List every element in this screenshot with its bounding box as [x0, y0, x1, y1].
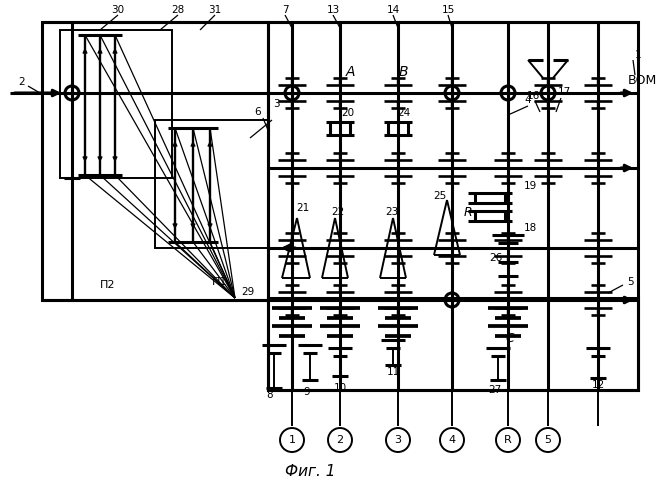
- Text: 12: 12: [591, 380, 605, 390]
- Text: 3: 3: [394, 435, 401, 445]
- Text: 17: 17: [558, 87, 571, 97]
- Text: R: R: [504, 435, 512, 445]
- Text: 27: 27: [488, 385, 502, 395]
- Text: 5: 5: [626, 277, 633, 287]
- Text: 9: 9: [304, 387, 310, 397]
- Text: 5: 5: [544, 435, 552, 445]
- Text: 18: 18: [523, 223, 537, 233]
- Text: 1: 1: [289, 435, 295, 445]
- Text: 31: 31: [209, 5, 222, 15]
- Text: 6: 6: [255, 107, 261, 117]
- Text: П1: П1: [213, 277, 228, 287]
- Text: 4: 4: [449, 435, 455, 445]
- Text: 14: 14: [386, 5, 400, 15]
- Text: 23: 23: [385, 207, 399, 217]
- Text: 8: 8: [267, 390, 274, 400]
- Text: 28: 28: [171, 5, 184, 15]
- Bar: [155, 120, 268, 248]
- Text: 13: 13: [327, 5, 340, 15]
- Text: 29: 29: [241, 287, 255, 297]
- Text: 21: 21: [297, 203, 310, 213]
- Text: 2: 2: [18, 77, 26, 87]
- Text: ВОМ: ВОМ: [628, 74, 656, 88]
- Text: 1: 1: [635, 50, 642, 60]
- Text: 4: 4: [525, 95, 531, 105]
- Text: 11: 11: [386, 367, 400, 377]
- Text: 10: 10: [333, 383, 346, 393]
- Text: 20: 20: [341, 108, 354, 118]
- Text: B: B: [398, 65, 408, 79]
- Bar: [268, 22, 638, 390]
- Text: 30: 30: [112, 5, 125, 15]
- Text: 19: 19: [523, 181, 537, 191]
- Bar: [60, 30, 172, 178]
- Text: 3: 3: [273, 99, 279, 109]
- Text: A: A: [345, 65, 355, 79]
- Text: 24: 24: [398, 108, 411, 118]
- Text: 22: 22: [331, 207, 344, 217]
- Text: 15: 15: [441, 5, 455, 15]
- Text: П2: П2: [100, 280, 115, 290]
- Text: 2: 2: [337, 435, 344, 445]
- Text: R: R: [464, 206, 472, 220]
- Text: C: C: [506, 332, 514, 344]
- Text: 26: 26: [489, 253, 502, 263]
- Text: 25: 25: [434, 191, 447, 201]
- Text: 7: 7: [281, 5, 289, 15]
- Bar: [268, 298, 638, 390]
- Bar: [42, 22, 268, 300]
- Text: 16: 16: [526, 91, 540, 101]
- Text: Фиг. 1: Фиг. 1: [285, 464, 335, 479]
